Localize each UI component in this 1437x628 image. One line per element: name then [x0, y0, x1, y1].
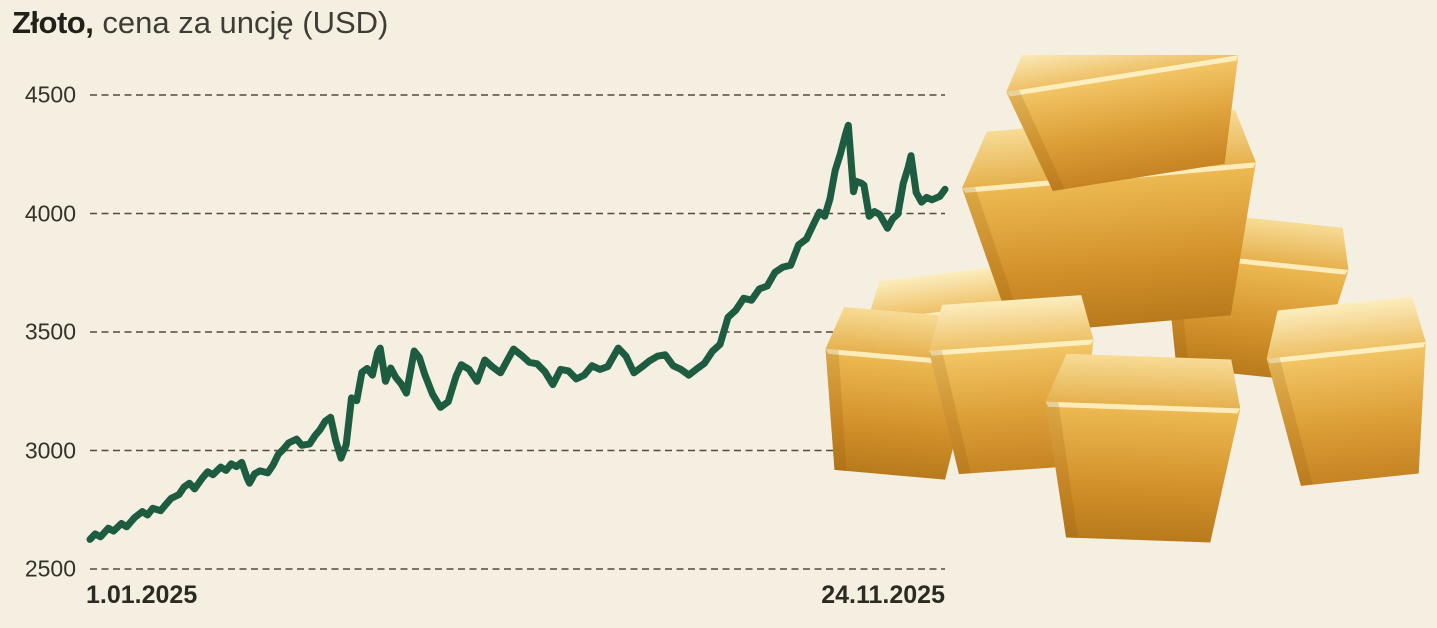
page-title: Złoto, cena za uncję (USD): [12, 4, 388, 42]
y-axis-tick-label: 2500: [24, 555, 76, 582]
gold-bars-group: [825, 55, 1426, 543]
y-axis-tick-label: 3500: [24, 318, 76, 345]
y-axis-tick-label: 4500: [24, 81, 76, 108]
y-axis-tick-label: 4000: [24, 200, 76, 227]
title-subtitle: cena za uncję (USD): [102, 5, 389, 40]
x-axis-label-end: 24.11.2025: [821, 581, 945, 609]
y-axis-tick-label: 3000: [24, 437, 76, 464]
x-axis-label-start: 1.01.2025: [86, 581, 198, 609]
gold-bars-image: [825, 55, 1426, 543]
title-bold: Złoto,: [12, 5, 94, 40]
